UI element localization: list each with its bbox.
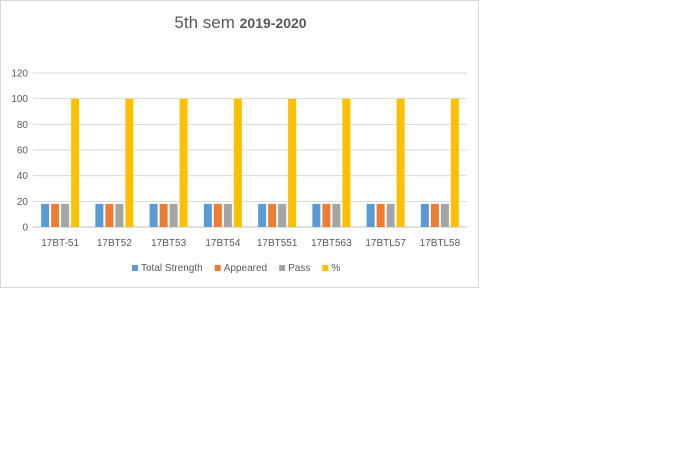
legend-label: Appeared (224, 263, 267, 274)
bar-total-strength (366, 203, 375, 227)
bar-total-strength (420, 203, 429, 227)
bar- (233, 98, 242, 228)
bar- (71, 98, 80, 228)
bar-pass (115, 203, 124, 227)
y-tick-label: 40 (17, 171, 29, 182)
bars (41, 98, 459, 228)
bar-total-strength (95, 203, 104, 227)
chart-title-year: 2019-2020 (239, 15, 307, 31)
bar-total-strength (41, 203, 50, 227)
y-axis-ticks: 0 20 40 60 80 100 120 (11, 69, 28, 234)
legend-swatch (132, 265, 138, 271)
chart-frame: 5th sem 2019-2020 0 20 40 60 80 100 120 17BT-5… (0, 0, 479, 288)
y-tick-label: 80 (17, 120, 29, 131)
x-category-label: 17BTL58 (420, 238, 461, 249)
x-category-label: 17BTL57 (365, 238, 406, 249)
legend-label: Total Strength (141, 263, 203, 274)
bar-appeared (376, 203, 385, 227)
bar-appeared (268, 203, 277, 227)
bar- (450, 98, 459, 228)
x-category-label: 17BT-51 (41, 238, 79, 249)
x-category-label: 17BT551 (257, 238, 298, 249)
bar-chart: 0 20 40 60 80 100 120 17BT-51 17BT52 17BT53 17BT5… (11, 69, 467, 274)
legend-swatch (279, 265, 286, 271)
y-tick-label: 0 (22, 223, 28, 234)
bar- (396, 98, 405, 228)
legend-swatch (322, 265, 329, 271)
x-category-label: 17BT563 (311, 238, 352, 249)
bar-total-strength (312, 203, 321, 227)
bar-pass (61, 203, 70, 227)
bar-pass (278, 203, 287, 227)
bar-appeared (105, 203, 114, 227)
x-axis-labels: 17BT-51 17BT52 17BT53 17BT54 17BT551 17BT563 1… (41, 238, 460, 249)
bar-total-strength (149, 203, 158, 227)
bar-pass (332, 203, 341, 227)
bar-appeared (213, 203, 222, 227)
bar- (288, 98, 297, 228)
bar-total-strength (258, 203, 267, 227)
bar-appeared (322, 203, 331, 227)
y-tick-label: 100 (11, 94, 28, 105)
bar-pass (169, 203, 178, 227)
bar-appeared (51, 203, 60, 227)
legend: Total Strength Appeared Pass% (132, 263, 340, 274)
x-category-label: 17BT53 (151, 238, 186, 249)
chart-title-prefix: 5th sem (174, 13, 235, 32)
bar-pass (440, 203, 449, 227)
legend-swatch (214, 265, 221, 271)
bar-appeared (159, 203, 168, 227)
legend-label: % (331, 263, 340, 274)
bar- (342, 98, 351, 228)
legend-label: Pass (288, 263, 310, 274)
bar- (125, 98, 134, 228)
chart-title: 5th sem 2019-2020 (1, 13, 480, 33)
bar-pass (386, 203, 395, 227)
bar-total-strength (203, 203, 212, 227)
y-tick-label: 20 (17, 197, 29, 208)
bar-pass (223, 203, 232, 227)
bar-appeared (430, 203, 439, 227)
gridlines (33, 72, 467, 228)
bar- (179, 98, 188, 228)
y-tick-label: 60 (17, 146, 29, 157)
y-tick-label: 120 (11, 69, 28, 80)
x-category-label: 17BT54 (205, 238, 240, 249)
x-category-label: 17BT52 (97, 238, 132, 249)
